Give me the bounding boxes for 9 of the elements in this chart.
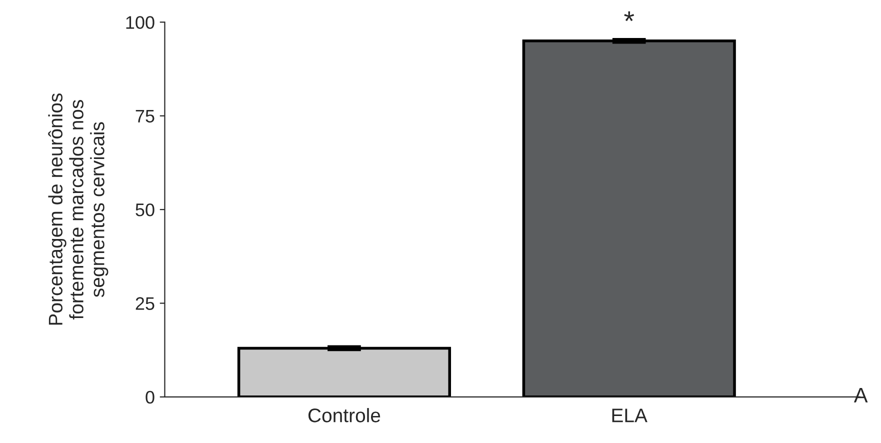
- y-tick-label: 75: [136, 110, 154, 123]
- annotation: *: [624, 11, 634, 22]
- y-tick-label: 50: [136, 203, 154, 216]
- x-tick-label: Controle: [308, 408, 380, 422]
- y-axis-title: Porcentagem de neurônios fortemente marcados nos segmentos cervicais: [48, 93, 108, 325]
- y-tick-label: 25: [136, 297, 154, 310]
- x-tick-label: ELA: [612, 408, 648, 422]
- y-tick-label: 0: [146, 390, 154, 404]
- y-tick-label: 100: [126, 16, 154, 29]
